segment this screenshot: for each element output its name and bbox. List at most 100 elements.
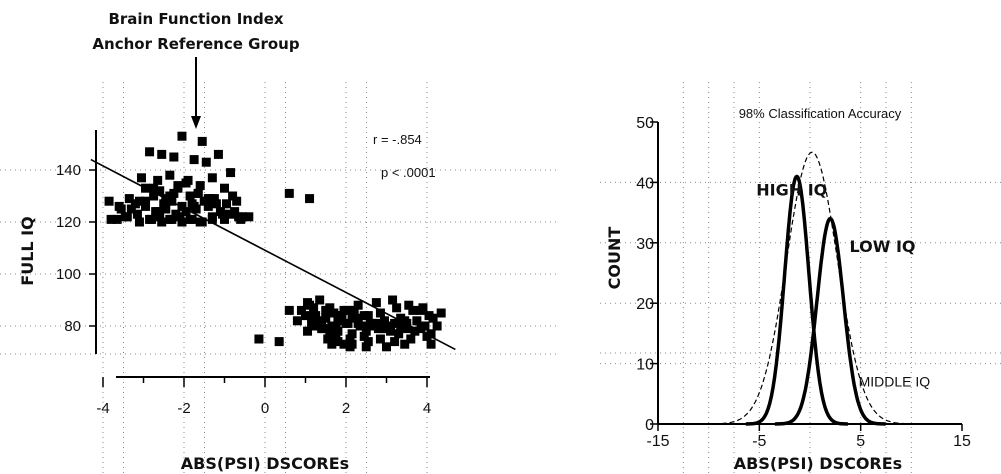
- scatter-point: [134, 217, 144, 227]
- scatter-point: [408, 305, 418, 315]
- scatter-point: [422, 331, 432, 341]
- scatter-point: [305, 194, 315, 204]
- distribution-x-tick-label-3: 15: [953, 433, 971, 450]
- scatter-x-ticks: -4 -2 0 2 4: [96, 377, 431, 417]
- scatter-point: [375, 308, 385, 318]
- scatter-point: [349, 305, 359, 315]
- scatter-point: [353, 300, 363, 310]
- scatter-point: [390, 337, 400, 347]
- scatter-point: [197, 136, 207, 146]
- scatter-point: [313, 321, 323, 331]
- scatter-point: [331, 331, 341, 341]
- distribution-y-label: COUNT: [605, 227, 624, 290]
- scatter-points: [104, 131, 446, 352]
- scatter-point: [159, 199, 169, 209]
- scatter-x-tick-label-1: -2: [177, 400, 190, 417]
- scatter-point: [359, 331, 369, 341]
- scatter-point: [357, 321, 367, 331]
- scatter-y-tick-label-1: 100: [56, 266, 81, 283]
- scatter-point: [323, 334, 333, 344]
- scatter-point: [347, 313, 357, 323]
- scatter-grid: [0, 82, 560, 474]
- scatter-point: [183, 175, 193, 185]
- scatter-point: [406, 334, 416, 344]
- scatter-point: [106, 214, 116, 224]
- curve-low-iq: [774, 216, 887, 426]
- series-label-low-iq: LOW IQ: [850, 237, 916, 256]
- distribution-x-tick-label-2: 5: [856, 433, 865, 450]
- scatter-point: [402, 324, 412, 334]
- scatter-point: [189, 201, 199, 211]
- scatter-point: [193, 188, 203, 198]
- scatter-point: [382, 342, 391, 352]
- scatter-point: [211, 199, 221, 209]
- scatter-x-tick-label-3: 2: [342, 400, 350, 417]
- scatter-point: [371, 298, 381, 308]
- scatter-point: [122, 212, 132, 222]
- distribution-curves: [705, 151, 919, 426]
- distribution-y-tick-label-5: 50: [636, 115, 654, 132]
- scatter-point: [161, 204, 171, 214]
- distribution-y-tick-label-3: 30: [636, 236, 654, 253]
- scatter-point: [197, 217, 207, 227]
- series-label-high-iq: HIGH IQ: [756, 181, 827, 200]
- scatter-point: [177, 131, 187, 141]
- scatter-point: [203, 194, 213, 204]
- scatter-point: [201, 157, 211, 167]
- stat-r: r = -.854: [373, 132, 422, 147]
- scatter-point: [177, 217, 187, 227]
- scatter-point: [333, 326, 343, 336]
- scatter-point: [296, 305, 306, 315]
- regression-line: [90, 158, 456, 351]
- scatter-x-label: ABS(PSI) DSCOREs: [181, 454, 349, 473]
- scatter-point: [392, 303, 402, 313]
- distribution-y-tick-label-0: 0: [645, 417, 654, 434]
- scatter-point: [436, 308, 446, 318]
- scatter-point: [274, 337, 284, 347]
- scatter-point: [116, 204, 126, 214]
- scatter-point: [373, 324, 383, 334]
- distribution-x-tick-label-1: -5: [752, 433, 766, 450]
- scatter-point: [309, 303, 319, 313]
- scatter-point: [428, 313, 438, 323]
- scatter-point: [400, 316, 410, 326]
- scatter-point: [321, 305, 331, 315]
- scatter-point: [220, 183, 229, 193]
- distribution-x-tick-label-0: -15: [646, 433, 669, 450]
- scatter-point: [181, 207, 191, 217]
- annotation-arrow: [191, 57, 201, 129]
- distribution-x-label: ABS(PSI) DSCOREs: [734, 454, 902, 473]
- scatter-point: [254, 334, 264, 344]
- scatter-point: [226, 168, 236, 178]
- scatter-point: [426, 339, 436, 349]
- scatter-point: [136, 173, 146, 183]
- scatter-point: [207, 173, 217, 183]
- scatter-point: [363, 337, 373, 347]
- scatter-point: [404, 300, 414, 310]
- annotation-line-1: Brain Function Index: [108, 10, 283, 28]
- scatter-point: [213, 149, 223, 159]
- scatter-y-label: FULL IQ: [18, 216, 37, 285]
- scatter-point: [303, 326, 313, 336]
- scatter-point: [388, 295, 398, 305]
- scatter-point: [155, 212, 165, 222]
- scatter-point: [337, 311, 347, 321]
- scatter-point: [353, 313, 363, 323]
- scatter-point: [333, 337, 343, 347]
- scatter-point: [347, 329, 357, 339]
- distribution-x-ticks: -15 -5 5 15: [646, 424, 971, 450]
- scatter-y-tick-label-3: 140: [56, 162, 81, 179]
- series-label-middle-iq: MIDDLE IQ: [859, 374, 931, 390]
- scatter-point: [379, 316, 389, 326]
- distribution-grid: [600, 82, 1001, 474]
- scatter-point: [317, 316, 327, 326]
- distribution-y-tick-label-1: 10: [636, 357, 654, 374]
- scatter-point: [230, 207, 240, 217]
- scatter-point: [222, 199, 232, 209]
- scatter-point: [185, 191, 195, 201]
- scatter-point: [145, 147, 155, 157]
- scatter-point: [361, 342, 371, 352]
- scatter-point: [112, 214, 122, 224]
- scatter-point: [217, 209, 227, 219]
